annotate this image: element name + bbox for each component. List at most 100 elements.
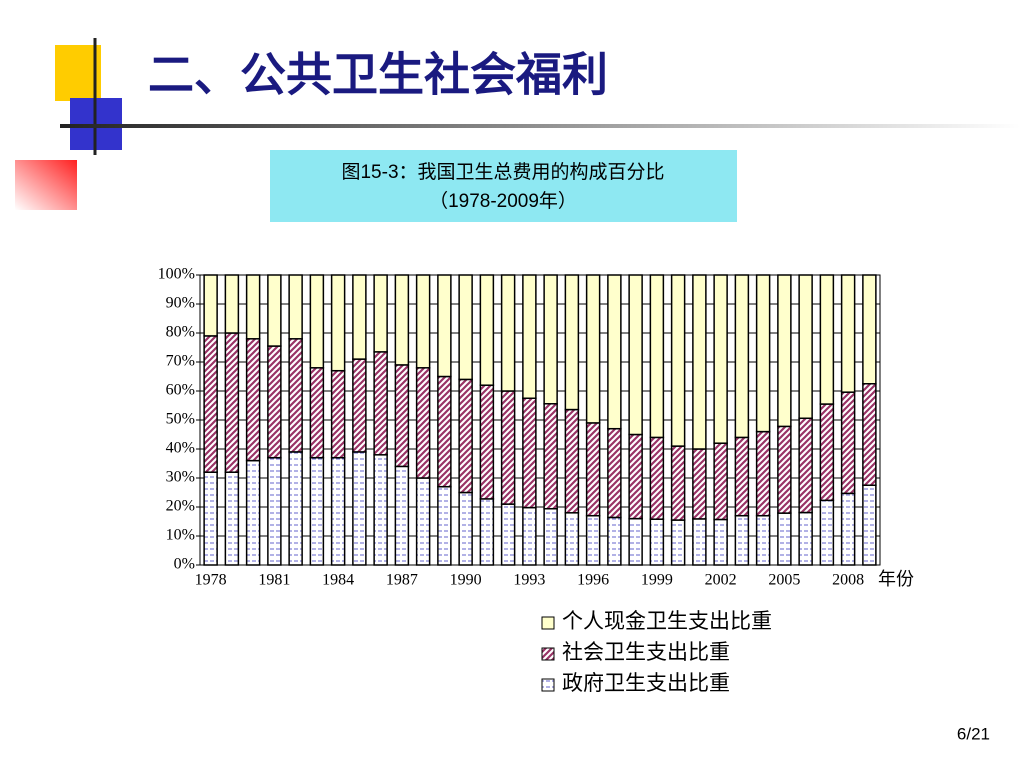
bar-segment: [840, 492, 856, 566]
bar-segment: [415, 477, 431, 566]
bar-segment: [267, 456, 282, 566]
caption-box: [270, 150, 737, 222]
legend-swatch: [541, 678, 555, 692]
bar-segment: [798, 274, 813, 420]
bar-segment: [862, 274, 877, 385]
bar-segment: [607, 274, 622, 430]
bar-segment: [607, 516, 622, 566]
bar-segment: [713, 442, 728, 521]
bar-segment: [415, 274, 431, 369]
bar-segment: [564, 408, 580, 514]
bar-segment: [458, 378, 473, 494]
bar-segment: [564, 512, 580, 566]
x-tick-label: 1999: [641, 572, 673, 589]
bar-segment: [245, 459, 261, 566]
deco-yellow: [55, 45, 101, 101]
bar-segment: [840, 391, 856, 495]
bar-segment: [777, 512, 792, 566]
bar-segment: [458, 274, 473, 381]
bar-segment: [245, 338, 261, 462]
bar-segment: [267, 274, 282, 347]
bar-segment: [670, 519, 686, 566]
bar-segment: [330, 456, 346, 566]
legend-swatch: [541, 647, 555, 661]
bar-segment: [522, 397, 537, 509]
bar-segment: [288, 274, 303, 340]
bar-segment: [734, 514, 750, 566]
y-tick-label: 100%: [158, 266, 195, 283]
bar-segment: [585, 274, 601, 424]
bar-segment: [352, 451, 367, 566]
bar-segment: [352, 274, 367, 360]
bar-segment: [437, 274, 452, 378]
bar-segment: [628, 433, 643, 520]
bar-segment: [543, 274, 558, 405]
bar-segment: [415, 367, 431, 479]
bar-segment: [224, 471, 240, 566]
bar-segment: [819, 499, 835, 566]
bar-segment: [203, 471, 218, 566]
y-tick-label: 10%: [166, 527, 195, 544]
bar-segment: [373, 454, 388, 566]
bar-segment: [203, 335, 218, 473]
y-tick-label: 50%: [166, 411, 195, 428]
x-tick-label: 1981: [258, 572, 290, 589]
bar-segment: [692, 518, 707, 566]
bar-segment: [543, 507, 558, 566]
bar-segment: [522, 506, 537, 566]
bar-segment: [394, 465, 410, 566]
bar-segment: [649, 518, 665, 566]
bar-segment: [500, 274, 516, 392]
bar-segment: [734, 274, 750, 439]
bar-segment: [840, 274, 856, 393]
bar-segment: [670, 445, 686, 521]
bar-segment: [819, 403, 835, 502]
bar-segment: [224, 332, 240, 473]
legend-label: 个人现金卫生支出比重: [562, 609, 772, 633]
x-tick-label: 1978: [195, 572, 227, 589]
bar-segment: [755, 514, 771, 566]
y-tick-label: 90%: [166, 295, 195, 312]
y-tick-label: 20%: [166, 498, 195, 515]
bar-segment: [564, 274, 580, 411]
bar-segment: [628, 517, 643, 566]
bar-segment: [373, 274, 388, 353]
bar-segment: [267, 345, 282, 459]
bar-segment: [798, 417, 813, 514]
bar-segment: [394, 364, 410, 468]
bar-segment: [330, 369, 346, 459]
bar-segment: [585, 422, 601, 517]
bar-segment: [777, 274, 792, 428]
bar-segment: [458, 491, 473, 566]
bar-segment: [692, 274, 707, 450]
bar-segment: [628, 274, 643, 436]
bar-segment: [288, 451, 303, 566]
legend-label: 政府卫生支出比重: [562, 671, 730, 695]
deco-red: [15, 160, 77, 210]
bar-segment: [394, 274, 410, 366]
chart-title: 图15-3：我国卫生总费用的构成百分比: [341, 161, 664, 183]
x-tick-label: 2002: [705, 572, 737, 589]
x-tick-label: 1990: [450, 572, 482, 589]
bar-segment: [479, 498, 495, 566]
bar-segment: [373, 351, 388, 456]
bar-segment: [352, 358, 367, 453]
x-tick-label: 1996: [577, 572, 609, 589]
bar-segment: [437, 485, 452, 566]
bar-segment: [607, 427, 622, 519]
bar-segment: [479, 384, 495, 500]
bar-segment: [755, 274, 771, 433]
legend-swatch: [541, 616, 555, 630]
slide-heading: 二、公共卫生社会福利: [148, 50, 608, 101]
bar-segment: [500, 503, 516, 566]
bar-segment: [670, 274, 686, 447]
bar-segment: [224, 274, 240, 334]
bar-segment: [777, 425, 792, 514]
y-tick-label: 70%: [166, 353, 195, 370]
bar-segment: [692, 448, 707, 520]
bar-segment: [713, 274, 728, 444]
bar-segment: [330, 274, 346, 372]
bar-segment: [309, 456, 325, 566]
chart-subtitle: （1978-2009年）: [429, 190, 577, 212]
